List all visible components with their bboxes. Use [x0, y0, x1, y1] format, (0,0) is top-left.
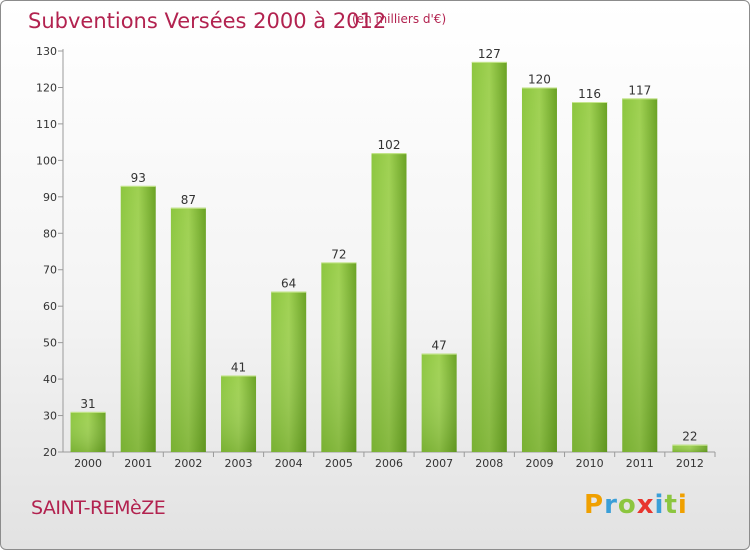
y-tick-label: 120: [36, 81, 57, 94]
logo-letter: t: [664, 490, 678, 520]
data-label: 22: [682, 430, 697, 444]
x-tick-label: 2009: [525, 457, 553, 470]
bar-shade: [170, 207, 206, 452]
logo-letter: i: [654, 490, 665, 520]
bar-shade: [120, 185, 156, 452]
x-tick-label: 2008: [475, 457, 503, 470]
y-tick-label: 110: [36, 118, 57, 131]
data-label: 120: [528, 72, 551, 86]
data-label: 72: [331, 247, 346, 261]
x-tick-label: 2001: [124, 457, 152, 470]
bar-shade: [271, 291, 307, 452]
y-tick-label: 80: [43, 227, 57, 240]
bar-chart: 20 30 40 50 60 70 80 90 100 110 120 130 2000 2001 2002…: [36, 45, 716, 470]
logo-letter: r: [604, 490, 618, 520]
x-tick-label: 2005: [325, 457, 353, 470]
logo-letter: o: [617, 490, 637, 520]
y-tick-label: 100: [36, 154, 57, 167]
x-tick-label: 2003: [225, 457, 253, 470]
chart-subtitle: (en milliers d'€): [352, 12, 447, 26]
data-label: 31: [80, 397, 95, 411]
proxiti-logo: Proxiti: [584, 490, 688, 520]
x-tick-label: 2000: [74, 457, 102, 470]
x-tick-label: 2012: [676, 457, 704, 470]
commune-name: SAINT-REMèZE: [31, 497, 166, 519]
data-label: 87: [181, 193, 196, 207]
bar-shade: [70, 411, 106, 452]
logo-letter: P: [584, 490, 605, 520]
bar-shade: [471, 61, 507, 452]
data-label: 102: [378, 138, 401, 152]
y-tick-label: 40: [43, 373, 57, 386]
y-tick-label: 20: [43, 446, 57, 459]
data-label: 41: [231, 360, 246, 374]
y-tick-label: 30: [43, 410, 57, 423]
x-tick-label: 2004: [275, 457, 303, 470]
value-labels: 31 93 87 41 64 72 102 47 127 120 116 117 22: [80, 47, 697, 444]
bar-shade: [572, 102, 608, 452]
x-tick-label: 2010: [576, 457, 604, 470]
bar-shade: [672, 444, 708, 452]
x-tick-label: 2007: [425, 457, 453, 470]
data-label: 47: [432, 339, 447, 353]
bar-shade: [371, 153, 407, 452]
bar-shade: [521, 87, 557, 453]
logo-letter: i: [677, 490, 688, 520]
y-tick-label: 60: [43, 300, 57, 313]
data-label: 117: [628, 83, 651, 97]
chart-title: Subventions Versées 2000 à 2012: [28, 9, 387, 33]
y-tick-label: 90: [43, 191, 57, 204]
bar-shade: [221, 375, 257, 452]
logo-letter: x: [636, 490, 655, 520]
bar-shade: [321, 262, 357, 452]
bar-shade: [421, 353, 457, 452]
y-tick-label: 130: [36, 45, 57, 58]
data-label: 127: [478, 47, 501, 61]
y-tick-label: 70: [43, 264, 57, 277]
data-label: 64: [281, 277, 296, 291]
bars: [70, 61, 708, 453]
data-label: 116: [578, 87, 601, 101]
data-label: 93: [131, 171, 146, 185]
x-tick-label: 2006: [375, 457, 403, 470]
y-tick-label: 50: [43, 337, 57, 350]
x-tick-label: 2011: [626, 457, 654, 470]
axes: 20 30 40 50 60 70 80 90 100 110 120 130 2000 2001 2002…: [36, 45, 716, 470]
bar-shade: [622, 98, 658, 453]
x-tick-label: 2002: [174, 457, 202, 470]
